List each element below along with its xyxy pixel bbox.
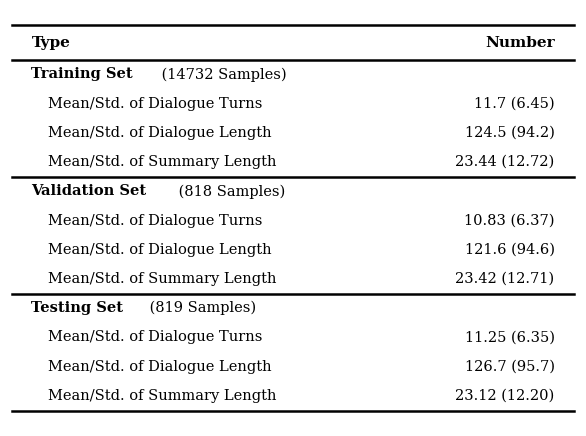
Text: (819 Samples): (819 Samples): [145, 301, 257, 315]
Text: 23.42 (12.71): 23.42 (12.71): [455, 272, 554, 286]
Text: Mean/Std. of Dialogue Turns: Mean/Std. of Dialogue Turns: [48, 330, 263, 344]
Text: Mean/Std. of Summary Length: Mean/Std. of Summary Length: [48, 389, 277, 403]
Text: 11.25 (6.35): 11.25 (6.35): [465, 330, 554, 344]
Text: Mean/Std. of Dialogue Turns: Mean/Std. of Dialogue Turns: [48, 214, 263, 228]
Text: Mean/Std. of Dialogue Length: Mean/Std. of Dialogue Length: [48, 360, 272, 374]
Text: (14732 Samples): (14732 Samples): [157, 67, 287, 82]
Text: 124.5 (94.2): 124.5 (94.2): [465, 126, 554, 140]
Text: Mean/Std. of Summary Length: Mean/Std. of Summary Length: [48, 155, 277, 169]
Text: 23.12 (12.20): 23.12 (12.20): [455, 389, 554, 403]
Text: Mean/Std. of Dialogue Length: Mean/Std. of Dialogue Length: [48, 243, 272, 257]
Text: 126.7 (95.7): 126.7 (95.7): [465, 360, 554, 374]
Text: (818 Samples): (818 Samples): [174, 184, 285, 198]
Text: 23.44 (12.72): 23.44 (12.72): [455, 155, 554, 169]
Text: Type: Type: [32, 36, 70, 50]
Text: Mean/Std. of Summary Length: Mean/Std. of Summary Length: [48, 272, 277, 286]
Text: Mean/Std. of Dialogue Turns: Mean/Std. of Dialogue Turns: [48, 97, 263, 111]
Text: Number: Number: [485, 36, 554, 50]
Text: Testing Set: Testing Set: [32, 301, 124, 315]
Text: Training Set: Training Set: [32, 68, 133, 82]
Text: 121.6 (94.6): 121.6 (94.6): [465, 243, 554, 257]
Text: Validation Set: Validation Set: [32, 184, 146, 198]
Text: Mean/Std. of Dialogue Length: Mean/Std. of Dialogue Length: [48, 126, 272, 140]
Text: 10.83 (6.37): 10.83 (6.37): [464, 214, 554, 228]
Text: 11.7 (6.45): 11.7 (6.45): [474, 97, 554, 111]
